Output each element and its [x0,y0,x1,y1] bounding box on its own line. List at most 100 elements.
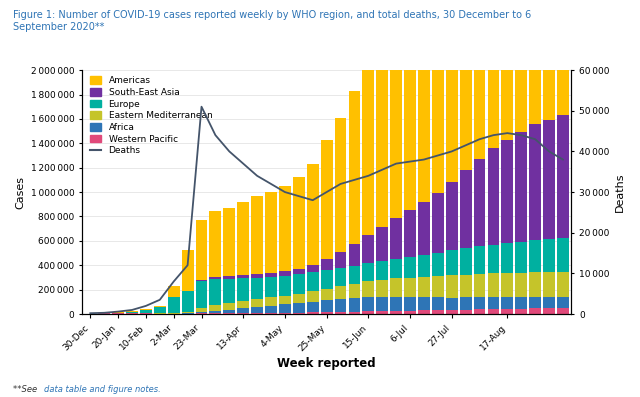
Bar [390,259,402,278]
Bar [279,304,291,313]
Bar [307,164,319,265]
Bar [418,310,430,314]
Bar [99,313,110,314]
Bar [335,312,346,314]
Deaths [323,190,330,195]
Bar [223,310,236,313]
Bar [126,312,138,313]
Bar [376,261,388,280]
Bar [460,0,472,170]
Bar [140,313,152,314]
Bar [502,139,513,243]
Bar [252,197,263,274]
Deaths [128,308,136,312]
Bar [502,0,513,139]
Bar [502,243,513,273]
Bar [112,313,124,314]
Bar [502,297,513,309]
Text: data table and figure notes.: data table and figure notes. [44,385,160,394]
Bar [307,302,319,312]
Bar [237,301,249,308]
Bar [446,0,458,182]
Bar [265,273,277,277]
Bar [515,242,527,273]
Deaths [309,198,317,202]
Bar [293,177,305,269]
Bar [488,148,499,245]
Bar [474,247,486,274]
Bar [335,268,346,286]
Bar [182,312,193,313]
Bar [223,276,236,279]
Bar [404,297,416,311]
Deaths [517,133,525,137]
Bar [390,38,402,218]
Bar [362,67,374,235]
Bar [349,266,360,283]
Bar [237,202,249,275]
Bar [543,239,555,272]
Bar [557,297,569,308]
Bar [418,202,430,255]
Bar [362,297,374,312]
X-axis label: Week reported: Week reported [277,357,376,370]
Bar [293,269,305,274]
Bar [446,251,458,276]
Bar [390,278,402,297]
Bar [154,307,166,313]
Bar [154,306,166,307]
Bar [349,312,360,314]
Bar [376,297,388,311]
Bar [126,311,138,312]
Bar [209,212,221,278]
Deaths [448,149,456,154]
Text: Figure 1: Number of COVID-19 cases reported weekly by WHO region, and total deat: Figure 1: Number of COVID-19 cases repor… [13,10,531,31]
Deaths [559,157,567,162]
Bar [515,132,527,242]
Bar [390,297,402,311]
Bar [321,300,333,312]
Bar [307,272,319,291]
Bar [362,235,374,263]
Bar [196,220,207,280]
Deaths [212,133,220,137]
Bar [362,312,374,314]
Bar [404,26,416,210]
Deaths [295,194,303,198]
Bar [543,308,555,314]
Bar [488,245,499,274]
Bar [223,313,236,314]
Bar [543,0,555,119]
Bar [376,280,388,297]
Bar [237,313,249,314]
Bar [293,303,305,312]
Deaths [267,181,275,186]
Bar [557,308,569,314]
Bar [557,0,569,115]
Bar [488,0,499,148]
Bar [237,308,249,313]
Bar [293,274,305,293]
Bar [209,305,221,311]
Bar [349,244,360,266]
Bar [529,0,541,124]
Bar [488,297,499,309]
Bar [209,313,221,314]
Bar [321,259,333,270]
Bar [321,312,333,314]
Bar [529,124,541,240]
Line: Deaths: Deaths [90,107,563,313]
Deaths [434,153,442,158]
Bar [279,271,291,276]
Bar [168,312,180,314]
Bar [209,279,221,305]
Bar [404,311,416,314]
Bar [265,313,277,314]
Bar [196,280,207,281]
Bar [335,299,346,312]
Bar [557,115,569,238]
Deaths [115,309,122,314]
Bar [140,310,152,313]
Bar [140,309,152,310]
Bar [446,276,458,298]
